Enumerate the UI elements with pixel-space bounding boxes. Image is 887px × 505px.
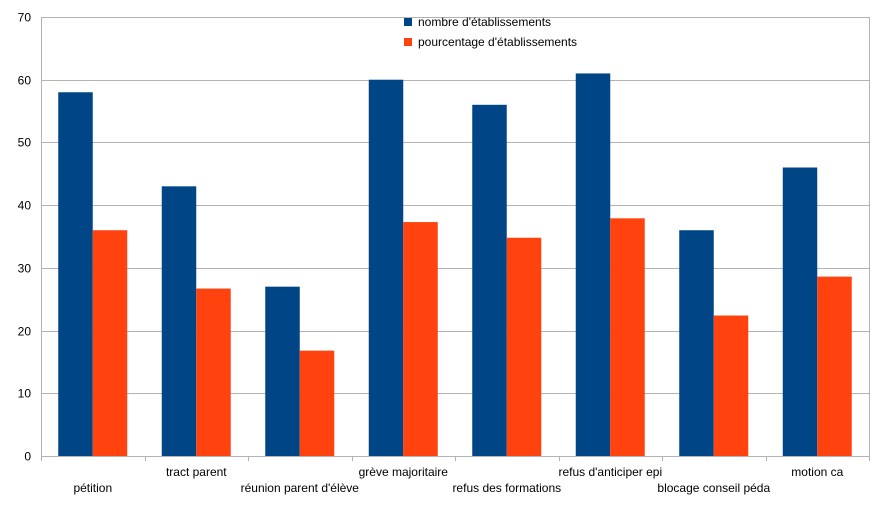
legend-label: nombre d'établissements xyxy=(418,15,551,29)
bar-nombre xyxy=(368,79,404,457)
x-tick-label: pétition xyxy=(73,481,112,495)
x-tick-label: tract parent xyxy=(166,465,227,479)
bar-nombre xyxy=(265,286,300,456)
y-tick-label: 40 xyxy=(18,199,32,213)
y-tick-label: 10 xyxy=(18,387,32,401)
y-tick-label: 20 xyxy=(18,325,32,339)
x-tick-label: grève majoritaire xyxy=(359,465,449,479)
legend-swatch-pourcentage xyxy=(404,38,412,46)
x-tick-label: refus des formations xyxy=(452,481,561,495)
y-tick-label: 0 xyxy=(24,450,31,464)
bar-pourcentage xyxy=(92,230,128,456)
bars xyxy=(58,73,852,457)
bar-pourcentage xyxy=(196,288,231,456)
legend: nombre d'établissements pourcentage d'éta… xyxy=(404,15,577,49)
bar-nombre xyxy=(472,104,507,457)
bar-nombre xyxy=(161,186,197,456)
legend-label: pourcentage d'établissements xyxy=(418,35,577,49)
bar-pourcentage xyxy=(713,315,749,456)
bar-pourcentage xyxy=(610,218,645,456)
x-tick-label: refus d'anticiper epi xyxy=(558,465,662,479)
x-axis-labels: pétition tract parent réunion parent d'élè… xyxy=(73,465,843,495)
bar-pourcentage xyxy=(299,350,335,456)
bar-pourcentage xyxy=(817,276,852,456)
x-tick-label: motion ca xyxy=(791,465,843,479)
y-tick-label: 50 xyxy=(18,136,32,150)
bar-pourcentage xyxy=(506,237,542,456)
x-tick-label: blocage conseil péda xyxy=(657,481,770,495)
y-tick-label: 30 xyxy=(18,262,32,276)
bar-pourcentage xyxy=(403,222,438,456)
legend-swatch-nombre xyxy=(404,18,412,26)
y-axis-ticks: 0 10 20 30 40 50 60 70 xyxy=(18,11,32,464)
y-tick-label: 70 xyxy=(18,11,32,25)
bar-nombre xyxy=(58,92,93,456)
bar-nombre xyxy=(575,73,611,456)
bar-nombre xyxy=(679,230,714,456)
x-tick-label: réunion parent d'élève xyxy=(241,481,360,495)
bar-nombre xyxy=(782,167,818,456)
y-tick-label: 60 xyxy=(18,74,32,88)
